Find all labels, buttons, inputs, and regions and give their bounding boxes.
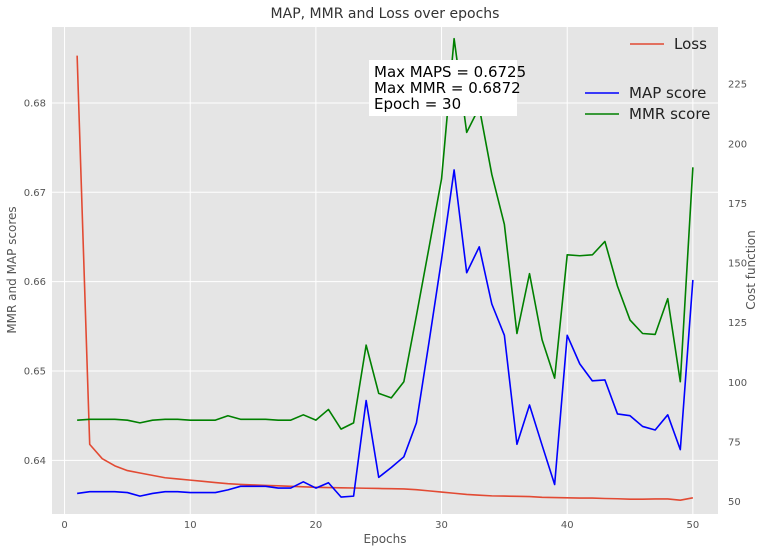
- y-left-tick-label: 0.65: [24, 367, 46, 378]
- x-tick-label: 30: [435, 520, 448, 531]
- y-left-tick-label: 0.67: [24, 188, 46, 199]
- y-right-tick-label: 50: [728, 497, 741, 508]
- ticks-layer: 0 10 20 30 40 50 0.64 0.65 0.66 0.67 0.68 50 75 100 12…: [24, 80, 747, 531]
- y-axis-right-label: Cost function: [744, 230, 758, 310]
- x-tick-label: 50: [687, 520, 700, 531]
- y-left-tick-label: 0.66: [24, 277, 46, 288]
- y-axis-left-label: MMR and MAP scores: [5, 206, 19, 333]
- y-left-tick-label: 0.64: [24, 456, 46, 467]
- series-line-map-score: [77, 169, 694, 498]
- x-tick-label: 10: [184, 520, 197, 531]
- x-tick-label: 0: [61, 520, 67, 531]
- legend-label-loss: Loss: [674, 35, 707, 53]
- y-right-tick-label: 75: [728, 437, 741, 448]
- x-axis-label: Epochs: [364, 532, 407, 546]
- annotation-line-2: Max MMR = 0.6872: [374, 79, 521, 97]
- series-line-mmr-score: [77, 37, 694, 430]
- legend-loss: Loss: [630, 35, 707, 53]
- annotation-line-3: Epoch = 30: [374, 95, 461, 113]
- legend-label-mmr: MMR score: [629, 105, 710, 123]
- series-layer: [76, 37, 694, 501]
- x-tick-label: 20: [310, 520, 323, 531]
- y-right-tick-label: 175: [728, 199, 747, 210]
- y-right-tick-label: 100: [728, 378, 747, 389]
- annotation-box: Max MAPS = 0.6725 Max MMR = 0.6872 Epoch…: [369, 60, 526, 116]
- chart-title: MAP, MMR and Loss over epochs: [271, 6, 500, 22]
- x-tick-label: 40: [561, 520, 574, 531]
- y-right-tick-label: 125: [728, 318, 747, 329]
- legend-scores: MAP score MMR score: [585, 84, 710, 123]
- y-right-tick-label: 200: [728, 139, 747, 150]
- annotation-line-1: Max MAPS = 0.6725: [374, 63, 526, 81]
- y-right-tick-label: 150: [728, 259, 747, 270]
- y-left-tick-label: 0.68: [24, 98, 46, 109]
- y-right-tick-label: 225: [728, 80, 747, 91]
- legend-label-map: MAP score: [629, 84, 706, 102]
- series-line-loss: [76, 55, 694, 501]
